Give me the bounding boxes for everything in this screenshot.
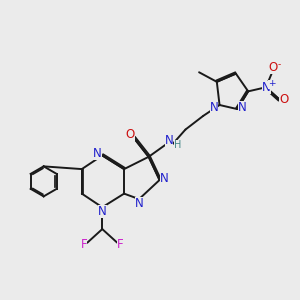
- Text: N: N: [238, 101, 247, 114]
- Text: +: +: [268, 80, 276, 88]
- Text: O: O: [279, 93, 288, 106]
- Text: N: N: [135, 197, 143, 210]
- Text: N: N: [210, 101, 218, 114]
- Text: F: F: [81, 238, 87, 251]
- Text: F: F: [117, 238, 124, 251]
- Text: H: H: [174, 140, 181, 149]
- Text: N: N: [165, 134, 173, 147]
- Text: N: N: [262, 81, 271, 94]
- Text: O: O: [126, 128, 135, 141]
- Text: N: N: [160, 172, 169, 185]
- Text: O: O: [268, 61, 278, 74]
- Text: N: N: [93, 147, 102, 160]
- Text: -: -: [278, 60, 281, 69]
- Text: N: N: [98, 205, 106, 218]
